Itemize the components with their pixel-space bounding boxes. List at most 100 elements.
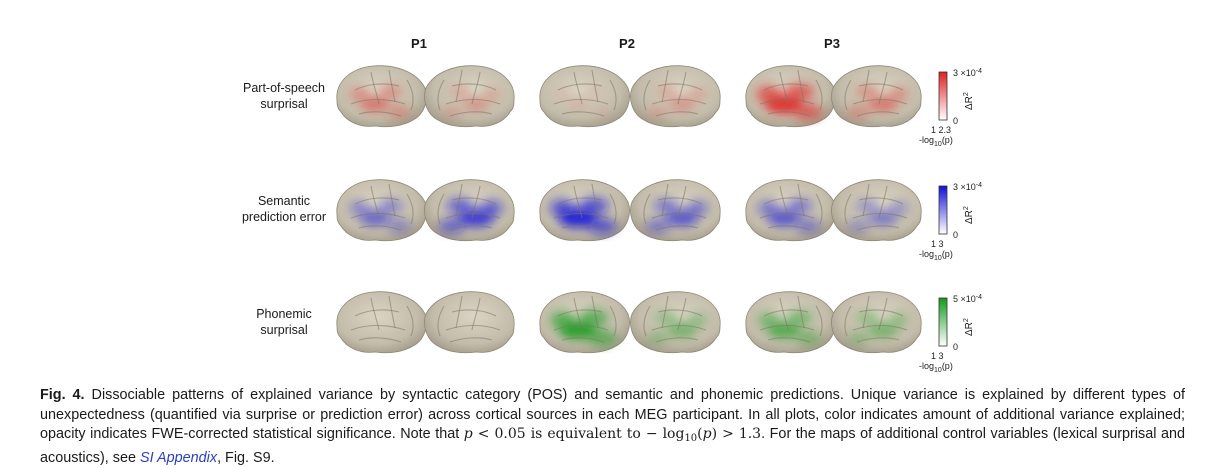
activation-blob [787, 198, 813, 214]
colorbar-max-label: 5 ×10-4 [953, 294, 982, 304]
row-label-semantic-error: Semantic prediction error [220, 193, 348, 225]
activation-blob [645, 219, 671, 233]
activation-blob [585, 86, 603, 98]
brain-sulcus [354, 83, 400, 91]
activation-blob [890, 201, 908, 215]
brain-sulcus [862, 183, 870, 217]
brain-sulcus [677, 71, 687, 105]
activation-blob [587, 330, 617, 346]
colorbar-max-label: 3 ×10-4 [953, 68, 982, 78]
brain-sulcus [449, 225, 493, 231]
activation-blob [785, 83, 815, 101]
activation-blob [379, 198, 403, 214]
activation-blob [349, 87, 369, 101]
brain-sulcus [388, 295, 396, 329]
brain-sulcus [609, 193, 617, 225]
caption-text-1: Dissociable patterns of explained varian… [40, 387, 1185, 442]
brain-sulcus [591, 183, 599, 217]
brain-sulcus [858, 197, 904, 205]
activation-blob [648, 106, 668, 118]
activation-blob [579, 309, 609, 327]
brain-hemisphere [539, 291, 630, 354]
activation-blob [656, 85, 676, 99]
brain-sulcus [557, 197, 603, 205]
brain-sulcus [779, 71, 789, 105]
colorbar: 5 ×10-4 0 1 3-log10(p) ΔR2 [919, 294, 982, 374]
brain-sulcus [445, 98, 501, 105]
brain-sulcus [858, 83, 904, 91]
brain-sulcus [573, 71, 583, 105]
brain-sulcus [358, 225, 402, 231]
brain-sulcus [878, 185, 888, 219]
brain-sulcus [651, 212, 707, 219]
brain-sulcus [815, 79, 823, 111]
brain-sulcus [657, 83, 703, 91]
brain-sulcus [677, 185, 687, 219]
brain-hemisphere [831, 65, 922, 128]
row-label-line2: surprisal [260, 97, 308, 111]
brain-sulcus [437, 193, 445, 225]
brain-grid [336, 65, 922, 354]
brain-sulcus [451, 197, 497, 205]
row-label-line2: prediction error [241, 210, 327, 224]
brain-sulcus [643, 79, 651, 111]
brain-sulcus [763, 83, 809, 91]
brain-sulcus [763, 309, 809, 317]
math-ineq1: < 0.05 is equivalent to − log [472, 426, 685, 442]
brain-sulcus [449, 111, 493, 117]
brain-sulcus [350, 212, 406, 219]
brain-sulcus [878, 71, 888, 105]
row-label-phonemic-surprisal: Phonemic surprisal [220, 306, 348, 338]
brain-sulcus [557, 309, 603, 317]
activation-blob [387, 219, 411, 233]
brain-hemisphere [745, 291, 836, 354]
colorbar-gradient [938, 297, 948, 347]
brain-hemisphere [539, 179, 630, 242]
brain-sulcus [406, 193, 414, 225]
brain-sulcus [358, 337, 402, 343]
activation-blob [483, 87, 501, 101]
activation-blob [587, 218, 617, 234]
activation-blob [795, 331, 821, 345]
row-label-line1: Part-of-speech [243, 81, 325, 95]
activation-blob [463, 97, 489, 111]
brain-sulcus [449, 337, 493, 343]
activation-blob [889, 313, 909, 327]
brain-sulcus [651, 98, 707, 105]
brain-sulcus [370, 185, 380, 219]
brain-surface [424, 291, 515, 354]
brain-sulcus [655, 225, 699, 231]
brain-hemisphere [831, 179, 922, 242]
brain-sulcus [553, 324, 609, 331]
brain-sulcus [561, 337, 605, 343]
activation-blob [446, 197, 474, 215]
column-header-p2: P2 [619, 36, 635, 51]
brain-sulcus [862, 295, 870, 329]
brain-sulcus [767, 225, 811, 231]
activation-blob [653, 198, 679, 214]
colorbar-axis-label: ΔR2 [963, 92, 975, 110]
brain-sulcus [643, 305, 651, 337]
brain-sulcus [856, 337, 900, 343]
brain-hemisphere [630, 65, 721, 128]
si-appendix-link[interactable]: SI Appendix [139, 449, 218, 466]
colorbar-p-label: -log10(p) [919, 249, 953, 262]
brain-sulcus [797, 69, 805, 103]
activation-blob [856, 199, 878, 213]
brain-sulcus [655, 337, 699, 343]
brain-sulcus [844, 79, 852, 111]
brain-sulcus [573, 297, 583, 331]
brain-sulcus [856, 225, 900, 231]
colorbar-gradient [938, 185, 948, 235]
activation-blob [646, 331, 670, 345]
brain-sulcus [763, 197, 809, 205]
brain-hemisphere [336, 291, 427, 354]
math-paren-open: ( [697, 426, 703, 442]
activation-blob [848, 220, 870, 232]
brain-hemisphere [630, 179, 721, 242]
brain-hemisphere [745, 179, 836, 242]
colorbar-thresholds: 1 3 [931, 239, 944, 249]
math-paren-close: ) [711, 426, 718, 442]
brain-sulcus [471, 185, 481, 219]
brain-sulcus [437, 79, 445, 111]
